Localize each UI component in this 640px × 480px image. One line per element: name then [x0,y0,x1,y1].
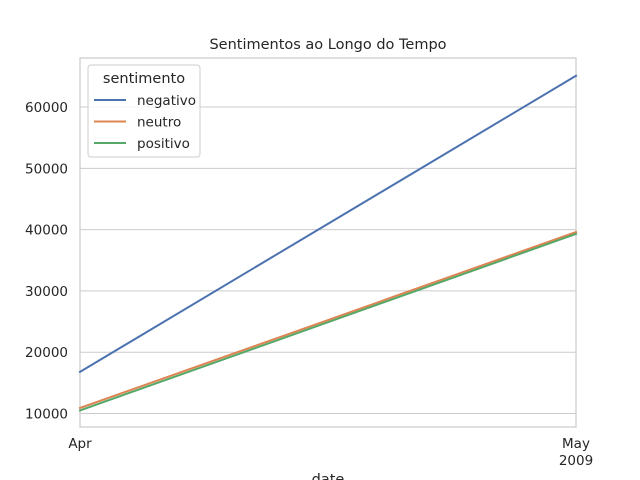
series-line-neutro [78,230,578,410]
legend-label-positivo: positivo [137,136,190,152]
y-tick-label: 20000 [25,345,68,361]
y-tick-label: 30000 [25,284,68,300]
chart-title: Sentimentos ao Longo do Tempo [209,37,446,53]
y-axis-ticks: 10000 20000 30000 40000 50000 60000 [25,100,68,422]
series-line-positivo [78,232,578,412]
y-tick-label: 60000 [25,100,68,116]
x-tick-label: May [562,436,590,452]
legend-title: sentimento [103,71,185,87]
legend-label-neutro: neutro [137,115,181,131]
grid-lines [80,106,576,415]
y-tick-label: 50000 [25,161,68,177]
series-lines [78,74,578,412]
legend-label-negativo: negativo [137,93,196,109]
legend-box [87,64,201,158]
x-tick-label: Apr [68,436,92,452]
x-tick-sublabel: 2009 [559,453,593,469]
x-axis-label: date [312,472,345,480]
series-line-negativo [78,74,578,374]
y-tick-label: 40000 [25,223,68,239]
y-tick-label: 10000 [25,407,68,423]
legend: sentimento negativo neutro positivo [87,64,201,158]
plot-area-frame [79,57,577,428]
